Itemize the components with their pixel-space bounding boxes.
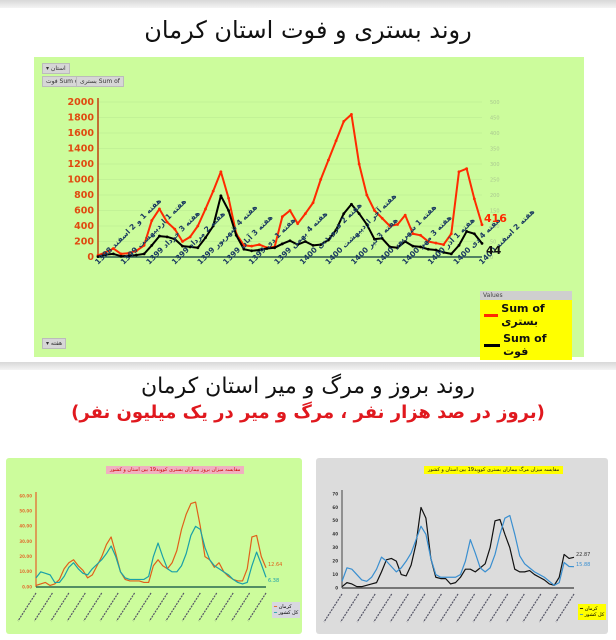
black-line-marker-icon xyxy=(484,343,501,347)
svg-text:50: 50 xyxy=(490,240,496,246)
svg-text:500: 500 xyxy=(490,100,500,106)
filter-chip-province[interactable]: استان ▾ xyxy=(42,63,70,74)
svg-text:40: 40 xyxy=(332,532,338,537)
svg-text:1600: 1600 xyxy=(68,128,95,139)
mortality-chart-panel: مقایسه میزان مرگ بیماران بستری کووید19 ب… xyxy=(316,458,608,634)
mortality-line-chart: 0 10 20 30 40 50 60 70 22.87 15.88 xyxy=(323,490,590,623)
svg-text:0: 0 xyxy=(490,255,493,261)
svg-text:10.00: 10.00 xyxy=(19,569,32,574)
svg-text:416: 416 xyxy=(484,212,507,225)
svg-text:هفته 1 آذر 1400: هفته 1 آذر 1400 xyxy=(425,215,477,267)
svg-text:0: 0 xyxy=(335,585,338,590)
page-subtitle-bottom: (بروز در صد هزار نفر ، مرگ و میر در یک م… xyxy=(71,402,545,423)
section-divider xyxy=(0,362,616,370)
svg-text:250: 250 xyxy=(490,178,500,184)
legend-item-deaths[interactable]: Sum of فوت xyxy=(480,330,572,360)
main-chart-panel: استان ▾ Sum of فوت Sum of بستری 0 200 400 6… xyxy=(34,57,584,360)
svg-text:20: 20 xyxy=(332,558,338,563)
svg-text:15.88: 15.88 xyxy=(576,562,590,568)
axis-chip-week[interactable]: هفته ▾ xyxy=(42,338,67,349)
mortality-legend: ━ کرمان ━ کل کشور xyxy=(578,604,607,620)
legend-header: Values xyxy=(480,291,572,300)
incidence-legend: ━ کرمان ━ کل کشور xyxy=(272,602,301,618)
svg-text:12.64: 12.64 xyxy=(268,562,282,568)
svg-text:1200: 1200 xyxy=(68,159,95,170)
svg-text:1000: 1000 xyxy=(68,175,95,186)
mortality-chart-title: مقایسه میزان مرگ بیماران بستری کووید19 ب… xyxy=(424,466,564,474)
svg-text:20.00: 20.00 xyxy=(19,554,32,559)
incidence-line-chart: 0.00 10.00 20.00 30.00 40.00 50.00 60.00 12.64 6… xyxy=(17,492,282,622)
svg-text:50: 50 xyxy=(332,518,338,523)
incidence-chart-panel: مقایسه میزان بروز بیماران بستری کووید19 … xyxy=(6,458,302,634)
svg-text:400: 400 xyxy=(490,131,500,137)
field-chip-hospitalized[interactable]: Sum of بستری xyxy=(76,76,124,87)
svg-text:10: 10 xyxy=(332,572,338,577)
svg-text:1800: 1800 xyxy=(68,113,95,124)
svg-text:200: 200 xyxy=(490,193,500,199)
svg-text:2000: 2000 xyxy=(68,97,95,108)
svg-text:300: 300 xyxy=(490,162,500,168)
svg-text:0: 0 xyxy=(87,252,94,263)
svg-text:0.00: 0.00 xyxy=(22,584,32,589)
svg-text:400: 400 xyxy=(74,221,94,232)
page-title-bottom: روند بروز و مرگ و میر استان کرمان xyxy=(140,374,476,399)
top-divider xyxy=(0,0,616,8)
legend-item-hospitalized[interactable]: Sum of بستری xyxy=(480,300,572,330)
svg-text:200: 200 xyxy=(74,237,94,248)
main-legend: Values Sum of بستری Sum of فوت xyxy=(480,291,572,360)
svg-text:150: 150 xyxy=(490,209,500,215)
svg-text:44: 44 xyxy=(486,244,502,257)
svg-text:6.38: 6.38 xyxy=(268,578,279,584)
svg-text:800: 800 xyxy=(74,190,94,201)
red-line-marker-icon xyxy=(484,313,499,317)
svg-text:600: 600 xyxy=(74,206,94,217)
svg-text:70: 70 xyxy=(332,491,338,496)
page-title-top: روند بستری و فوت استان کرمان xyxy=(144,16,472,44)
svg-text:1400: 1400 xyxy=(68,144,95,155)
svg-text:30.00: 30.00 xyxy=(19,539,32,544)
svg-text:50.00: 50.00 xyxy=(19,509,32,514)
svg-text:40.00: 40.00 xyxy=(19,524,32,529)
svg-text:100: 100 xyxy=(490,224,500,230)
svg-text:60.00: 60.00 xyxy=(19,493,32,498)
svg-text:350: 350 xyxy=(490,147,500,153)
svg-text:22.87: 22.87 xyxy=(576,552,590,558)
svg-text:450: 450 xyxy=(490,116,500,122)
svg-text:60: 60 xyxy=(332,505,338,510)
svg-text:30: 30 xyxy=(332,545,338,550)
svg-text:هفته 3 تیر 1400: هفته 3 تیر 1400 xyxy=(349,216,400,267)
incidence-chart-title: مقایسه میزان بروز بیماران بستری کووید19 … xyxy=(106,466,245,474)
main-line-chart: 0 200 400 600 800 1000 1200 1400 1600 1800 2000 0 50… xyxy=(68,97,537,267)
